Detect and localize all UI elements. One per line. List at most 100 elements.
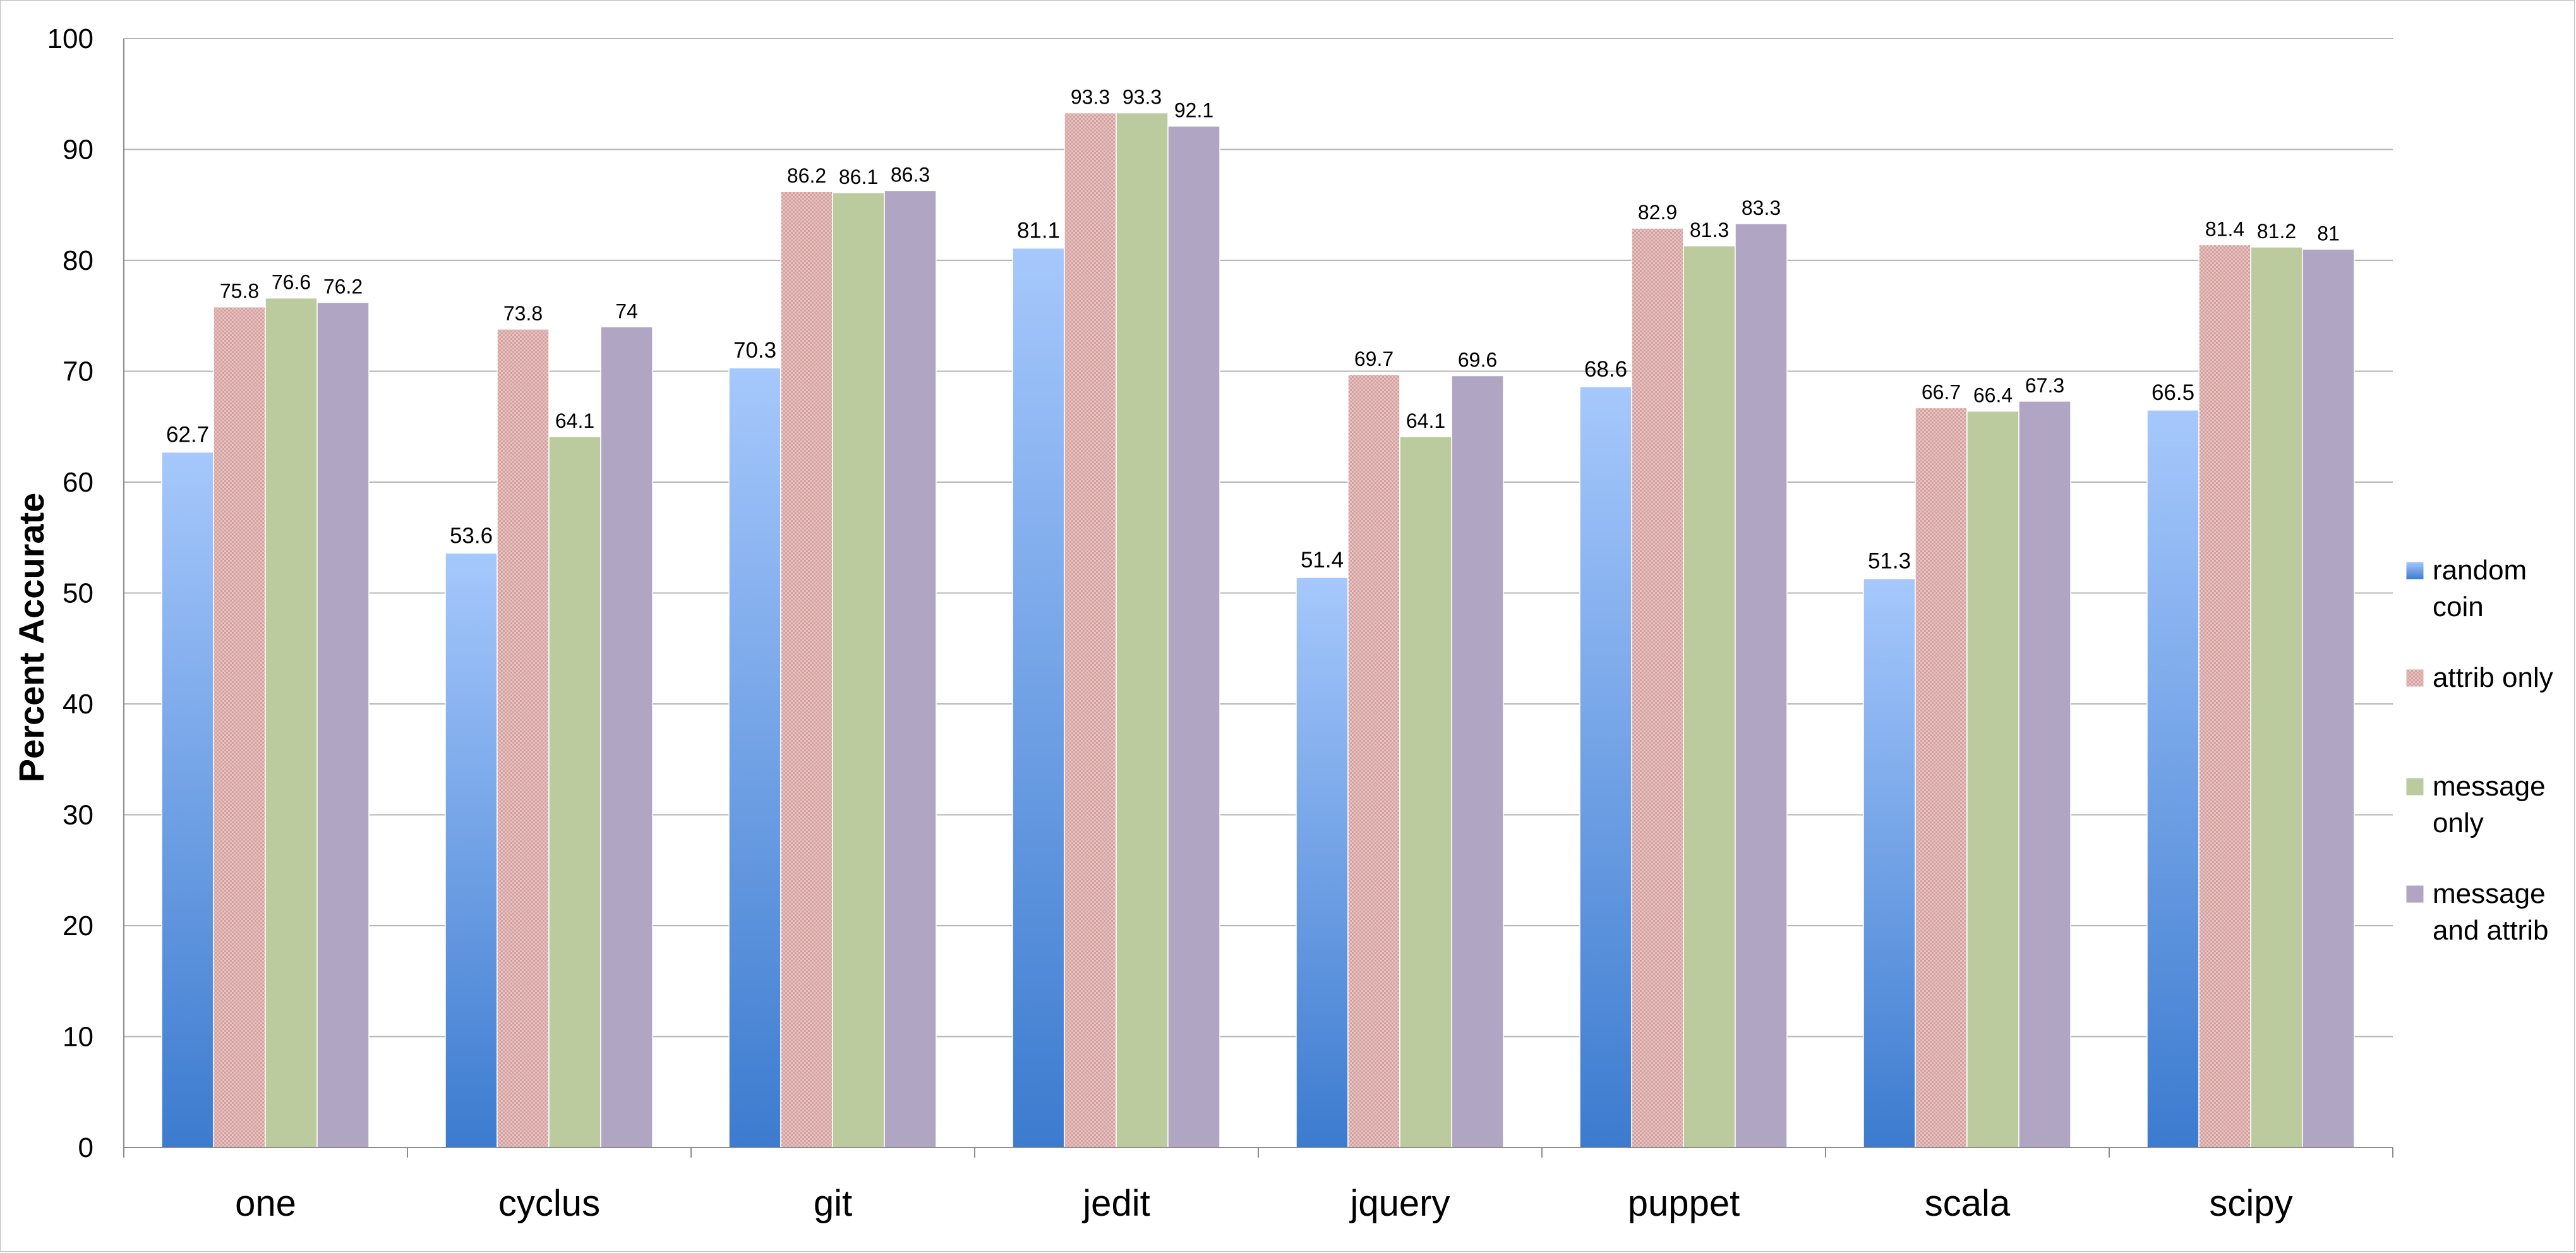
data-label: 67.3 xyxy=(2025,374,2064,397)
bar xyxy=(1735,223,1788,1148)
y-tick-label: 0 xyxy=(78,1132,93,1163)
data-label: 76.2 xyxy=(323,275,363,298)
bar xyxy=(1683,245,1736,1148)
bar xyxy=(497,329,550,1148)
data-label: 86.3 xyxy=(891,163,930,186)
bar xyxy=(213,306,266,1148)
bar xyxy=(1631,227,1684,1148)
bar xyxy=(1012,247,1065,1148)
legend-label: message xyxy=(2433,878,2546,909)
data-label: 93.3 xyxy=(1122,86,1162,109)
x-tick-label: scala xyxy=(1925,1183,2011,1224)
bar xyxy=(265,297,318,1148)
bar xyxy=(445,552,498,1148)
data-label: 62.7 xyxy=(166,423,209,447)
y-tick-label: 30 xyxy=(63,800,93,831)
data-label: 81.3 xyxy=(1690,219,1729,241)
y-tick-label: 70 xyxy=(63,356,93,387)
legend: random coin attrib only message only message a… xyxy=(2405,555,2553,946)
x-tick-label: jedit xyxy=(1081,1183,1150,1224)
y-tick-label: 90 xyxy=(63,135,93,166)
data-label: 83.3 xyxy=(1742,197,1781,219)
bar xyxy=(2302,248,2355,1148)
legend-label: message xyxy=(2433,771,2546,802)
data-label: 76.6 xyxy=(272,271,311,294)
data-label: 81.4 xyxy=(2205,217,2244,240)
data-label: 81.1 xyxy=(1017,219,1060,243)
data-label: 73.8 xyxy=(503,302,543,325)
bars xyxy=(161,112,2355,1148)
legend-swatch xyxy=(2405,669,2424,687)
bar xyxy=(161,451,214,1148)
axes xyxy=(123,39,2393,1158)
x-tick-label: one xyxy=(235,1183,296,1224)
legend-label: only xyxy=(2433,808,2484,838)
bar xyxy=(316,301,370,1148)
bar xyxy=(1347,374,1400,1148)
bar xyxy=(1296,577,1349,1148)
data-label: 66.4 xyxy=(1973,384,2013,407)
x-tick-label: git xyxy=(814,1183,852,1224)
bar xyxy=(2198,244,2251,1148)
legend-label: attrib only xyxy=(2433,662,2553,693)
bar xyxy=(548,436,601,1148)
x-tick-label: jquery xyxy=(1349,1183,1450,1224)
y-tick-label: 80 xyxy=(63,245,93,276)
labels: 0 10 20 30 40 50 60 70 80 90 100 62.7 75.8 76.6 76.2 on… xyxy=(47,23,2340,1224)
data-label: 70.3 xyxy=(733,338,776,363)
data-label: 64.1 xyxy=(555,409,594,432)
bar xyxy=(1064,112,1117,1148)
data-label: 69.7 xyxy=(1354,348,1393,370)
bar xyxy=(1399,436,1452,1148)
legend-swatch xyxy=(2405,885,2424,904)
bar xyxy=(1915,407,1968,1148)
data-label: 53.6 xyxy=(450,523,493,548)
bar xyxy=(1451,375,1504,1148)
data-label: 86.2 xyxy=(787,164,826,187)
data-label: 81.2 xyxy=(2257,220,2296,243)
bar xyxy=(1966,410,2019,1148)
x-tick-label: cyclus xyxy=(498,1183,600,1224)
data-label: 69.6 xyxy=(1458,349,1497,372)
y-tick-label: 60 xyxy=(63,467,93,498)
bar xyxy=(832,192,885,1148)
legend-label: random xyxy=(2433,555,2527,586)
bar xyxy=(728,367,781,1148)
legend-swatch xyxy=(2405,561,2424,580)
legend-swatch xyxy=(2405,777,2424,796)
data-label: 66.7 xyxy=(1922,380,1961,403)
y-axis-title: Percent Accurate xyxy=(11,493,51,783)
data-label: 93.3 xyxy=(1071,86,1110,109)
y-tick-label: 20 xyxy=(63,911,93,941)
bar xyxy=(884,190,937,1148)
bar xyxy=(2018,401,2071,1148)
data-label: 51.3 xyxy=(1868,549,1911,574)
bar xyxy=(780,191,833,1148)
data-label: 51.4 xyxy=(1301,548,1344,572)
y-tick-label: 100 xyxy=(47,23,93,54)
data-label: 81 xyxy=(2317,222,2340,245)
legend-label: coin xyxy=(2433,591,2484,622)
data-label: 64.1 xyxy=(1406,409,1445,432)
data-label: 86.1 xyxy=(839,166,878,188)
bar xyxy=(600,326,653,1148)
data-label: 74 xyxy=(615,300,638,322)
y-tick-label: 40 xyxy=(63,689,93,720)
x-tick-label: scipy xyxy=(2209,1183,2292,1224)
x-tick-label: puppet xyxy=(1628,1183,1740,1224)
data-label: 82.9 xyxy=(1638,201,1677,224)
data-label: 92.1 xyxy=(1174,99,1213,122)
y-tick-label: 10 xyxy=(63,1022,93,1053)
legend-label: and attrib xyxy=(2433,915,2548,946)
data-label: 68.6 xyxy=(1584,357,1627,382)
data-label: 66.5 xyxy=(2152,380,2194,405)
bar xyxy=(2250,246,2303,1148)
data-label: 75.8 xyxy=(220,280,259,303)
bar xyxy=(1167,125,1220,1148)
y-tick-label: 50 xyxy=(63,578,93,609)
bar xyxy=(2146,409,2200,1148)
bar xyxy=(1579,386,1632,1148)
bar xyxy=(1863,578,1916,1148)
